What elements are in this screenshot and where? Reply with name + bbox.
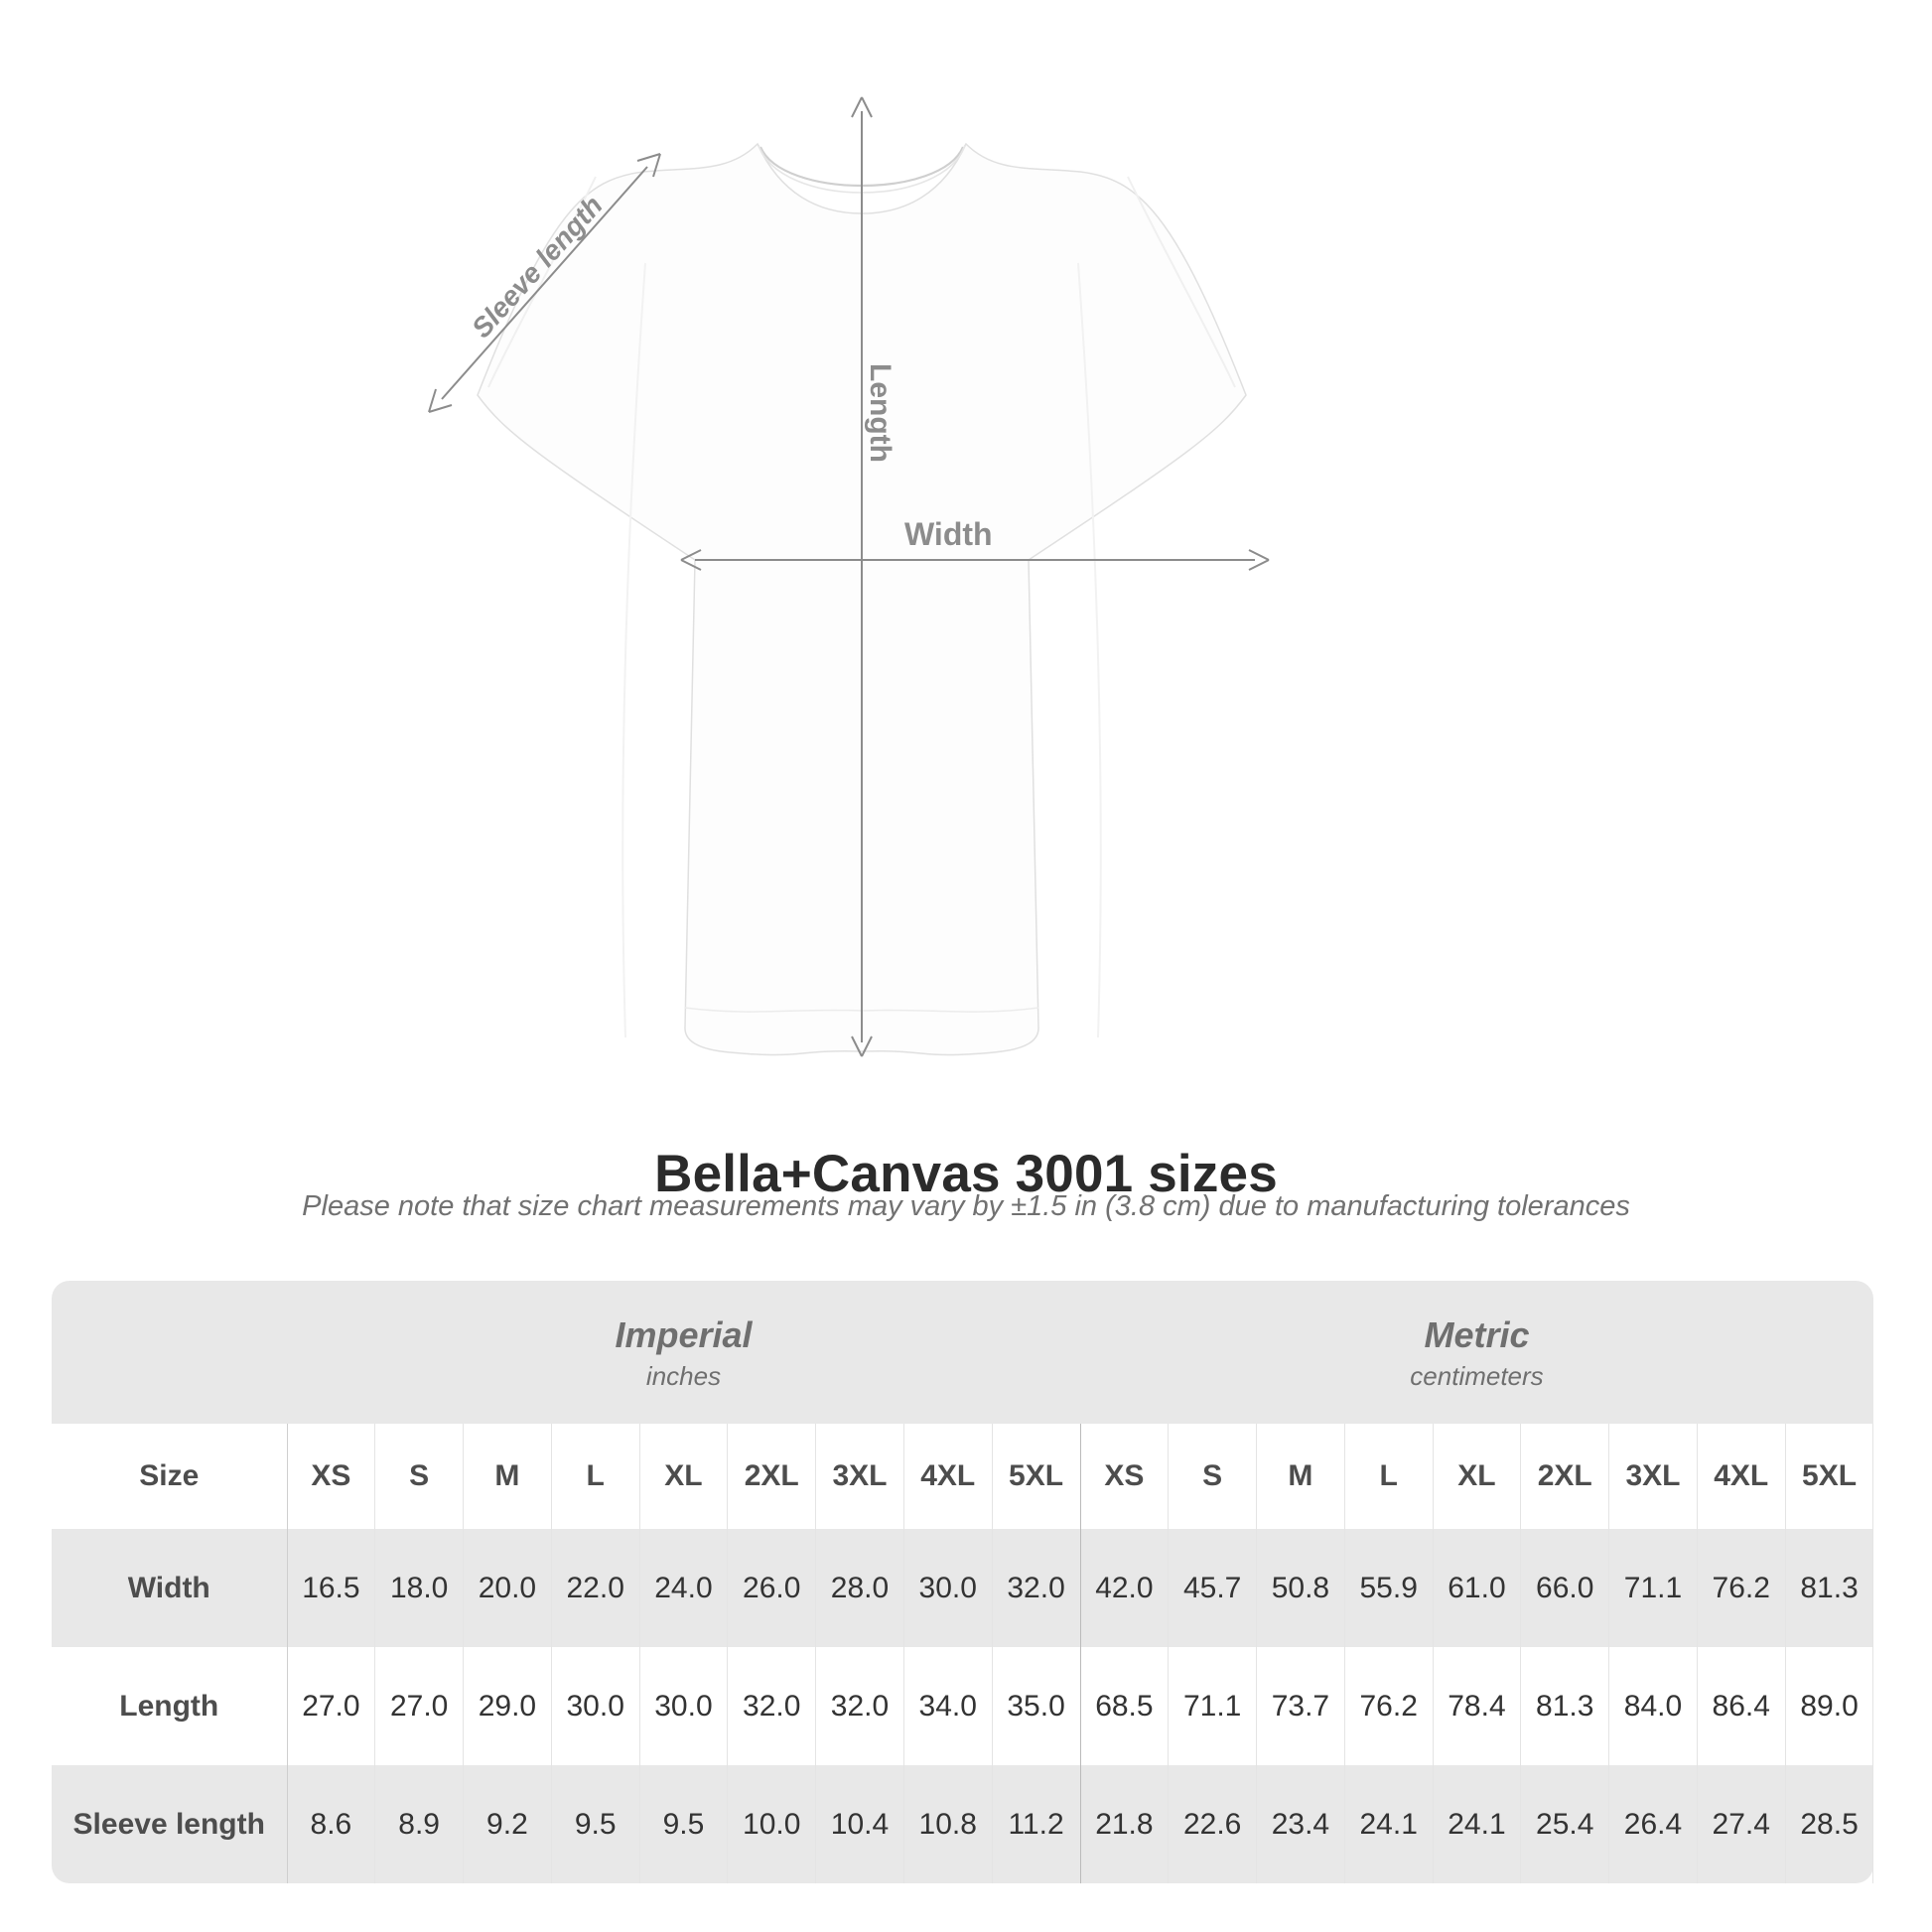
svg-text:Width: Width <box>904 516 993 552</box>
svg-text:Length: Length <box>864 363 897 463</box>
